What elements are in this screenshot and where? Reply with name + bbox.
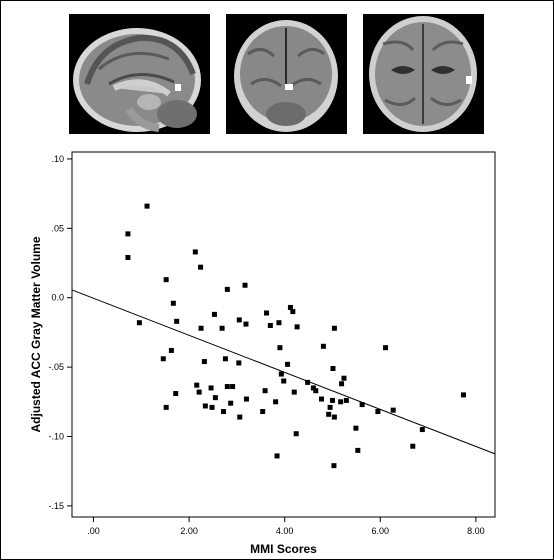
data-point [219,325,225,331]
data-point [264,310,270,316]
plot-area [71,151,496,518]
data-point [125,254,131,260]
data-point [144,203,150,209]
x-tick-label: .00 [87,526,100,536]
data-point [224,286,230,292]
data-point [313,388,319,394]
data-point [330,366,336,372]
data-point [278,371,284,377]
data-point [305,379,311,385]
data-point [262,388,268,394]
data-point [353,425,359,431]
data-point [274,453,280,459]
data-point [198,264,204,270]
data-point [320,343,326,349]
data-point [242,282,248,288]
data-point [243,396,249,402]
sagittal-mri-image [69,14,210,134]
data-point [390,407,396,413]
data-point [173,390,179,396]
x-tick-label: 4.00 [276,526,294,536]
data-point [228,400,234,406]
data-point [212,395,218,401]
y-tick-label: 0.0 [51,293,64,303]
data-point [243,321,249,327]
y-tick-label: .10 [51,154,64,164]
data-point [221,409,227,415]
data-point [331,463,337,469]
data-point [273,399,279,405]
data-point [237,414,243,420]
data-point [168,347,174,353]
data-point [331,325,337,331]
data-point [236,317,242,323]
data-point [383,345,389,351]
data-point [375,409,381,415]
data-point [341,375,347,381]
data-point [318,396,324,402]
data-point [410,443,416,449]
data-point [293,431,299,437]
y-tick-label: -.15 [48,501,64,511]
data-point [260,409,266,415]
data-point [230,384,236,390]
data-point [331,414,337,420]
y-tick-label: -.10 [48,432,64,442]
data-point [355,447,361,453]
data-point [326,411,332,417]
data-point [174,318,180,324]
data-point [419,427,425,433]
data-point [196,389,202,395]
x-axis-title: MMI Scores [250,542,317,556]
data-point [267,322,273,328]
data-point [285,361,291,367]
data-point [163,277,169,283]
data-point [209,404,215,410]
x-axis: .00 2.00 4.00 6.00 8.00 [87,517,485,536]
data-point [339,381,345,387]
data-point [198,325,204,331]
data-point [136,320,142,326]
axial-mri-image [363,14,484,134]
y-axis: .10 .05 0.0 -.05 -.10 -.15 [48,154,72,511]
data-point [236,360,242,366]
data-point [290,309,296,315]
data-point [310,385,316,391]
coronal-mri-image [226,14,347,134]
data-point [291,389,297,395]
data-point [338,399,344,405]
data-point [222,356,228,362]
data-point [276,320,282,326]
data-point [287,304,293,310]
data-point [359,402,365,408]
data-point [327,404,333,410]
data-point [211,311,217,317]
y-tick-label: .05 [51,223,64,233]
data-point [460,392,466,398]
data-point [201,359,207,365]
scatter-chart: .10 .05 0.0 -.05 -.10 -.15 .00 2.00 4.00 6.00 8.0… [29,151,496,556]
data-point [343,397,349,403]
data-point [170,300,176,306]
data-point [294,324,300,330]
y-axis-title: Adjusted ACC Gray Matter Volume [29,236,43,432]
data-point [125,231,131,237]
data-point [277,345,283,351]
data-point [329,397,335,403]
data-point [194,382,200,388]
x-tick-label: 2.00 [180,526,198,536]
data-point [281,378,287,384]
x-tick-label: 8.00 [467,526,485,536]
data-point [202,403,208,409]
data-point [192,249,198,255]
x-tick-label: 6.00 [372,526,390,536]
data-point [163,404,169,410]
data-point [224,384,230,390]
y-tick-label: -.05 [48,362,64,372]
data-point [208,385,214,391]
data-points [125,203,466,469]
data-point [160,356,166,362]
